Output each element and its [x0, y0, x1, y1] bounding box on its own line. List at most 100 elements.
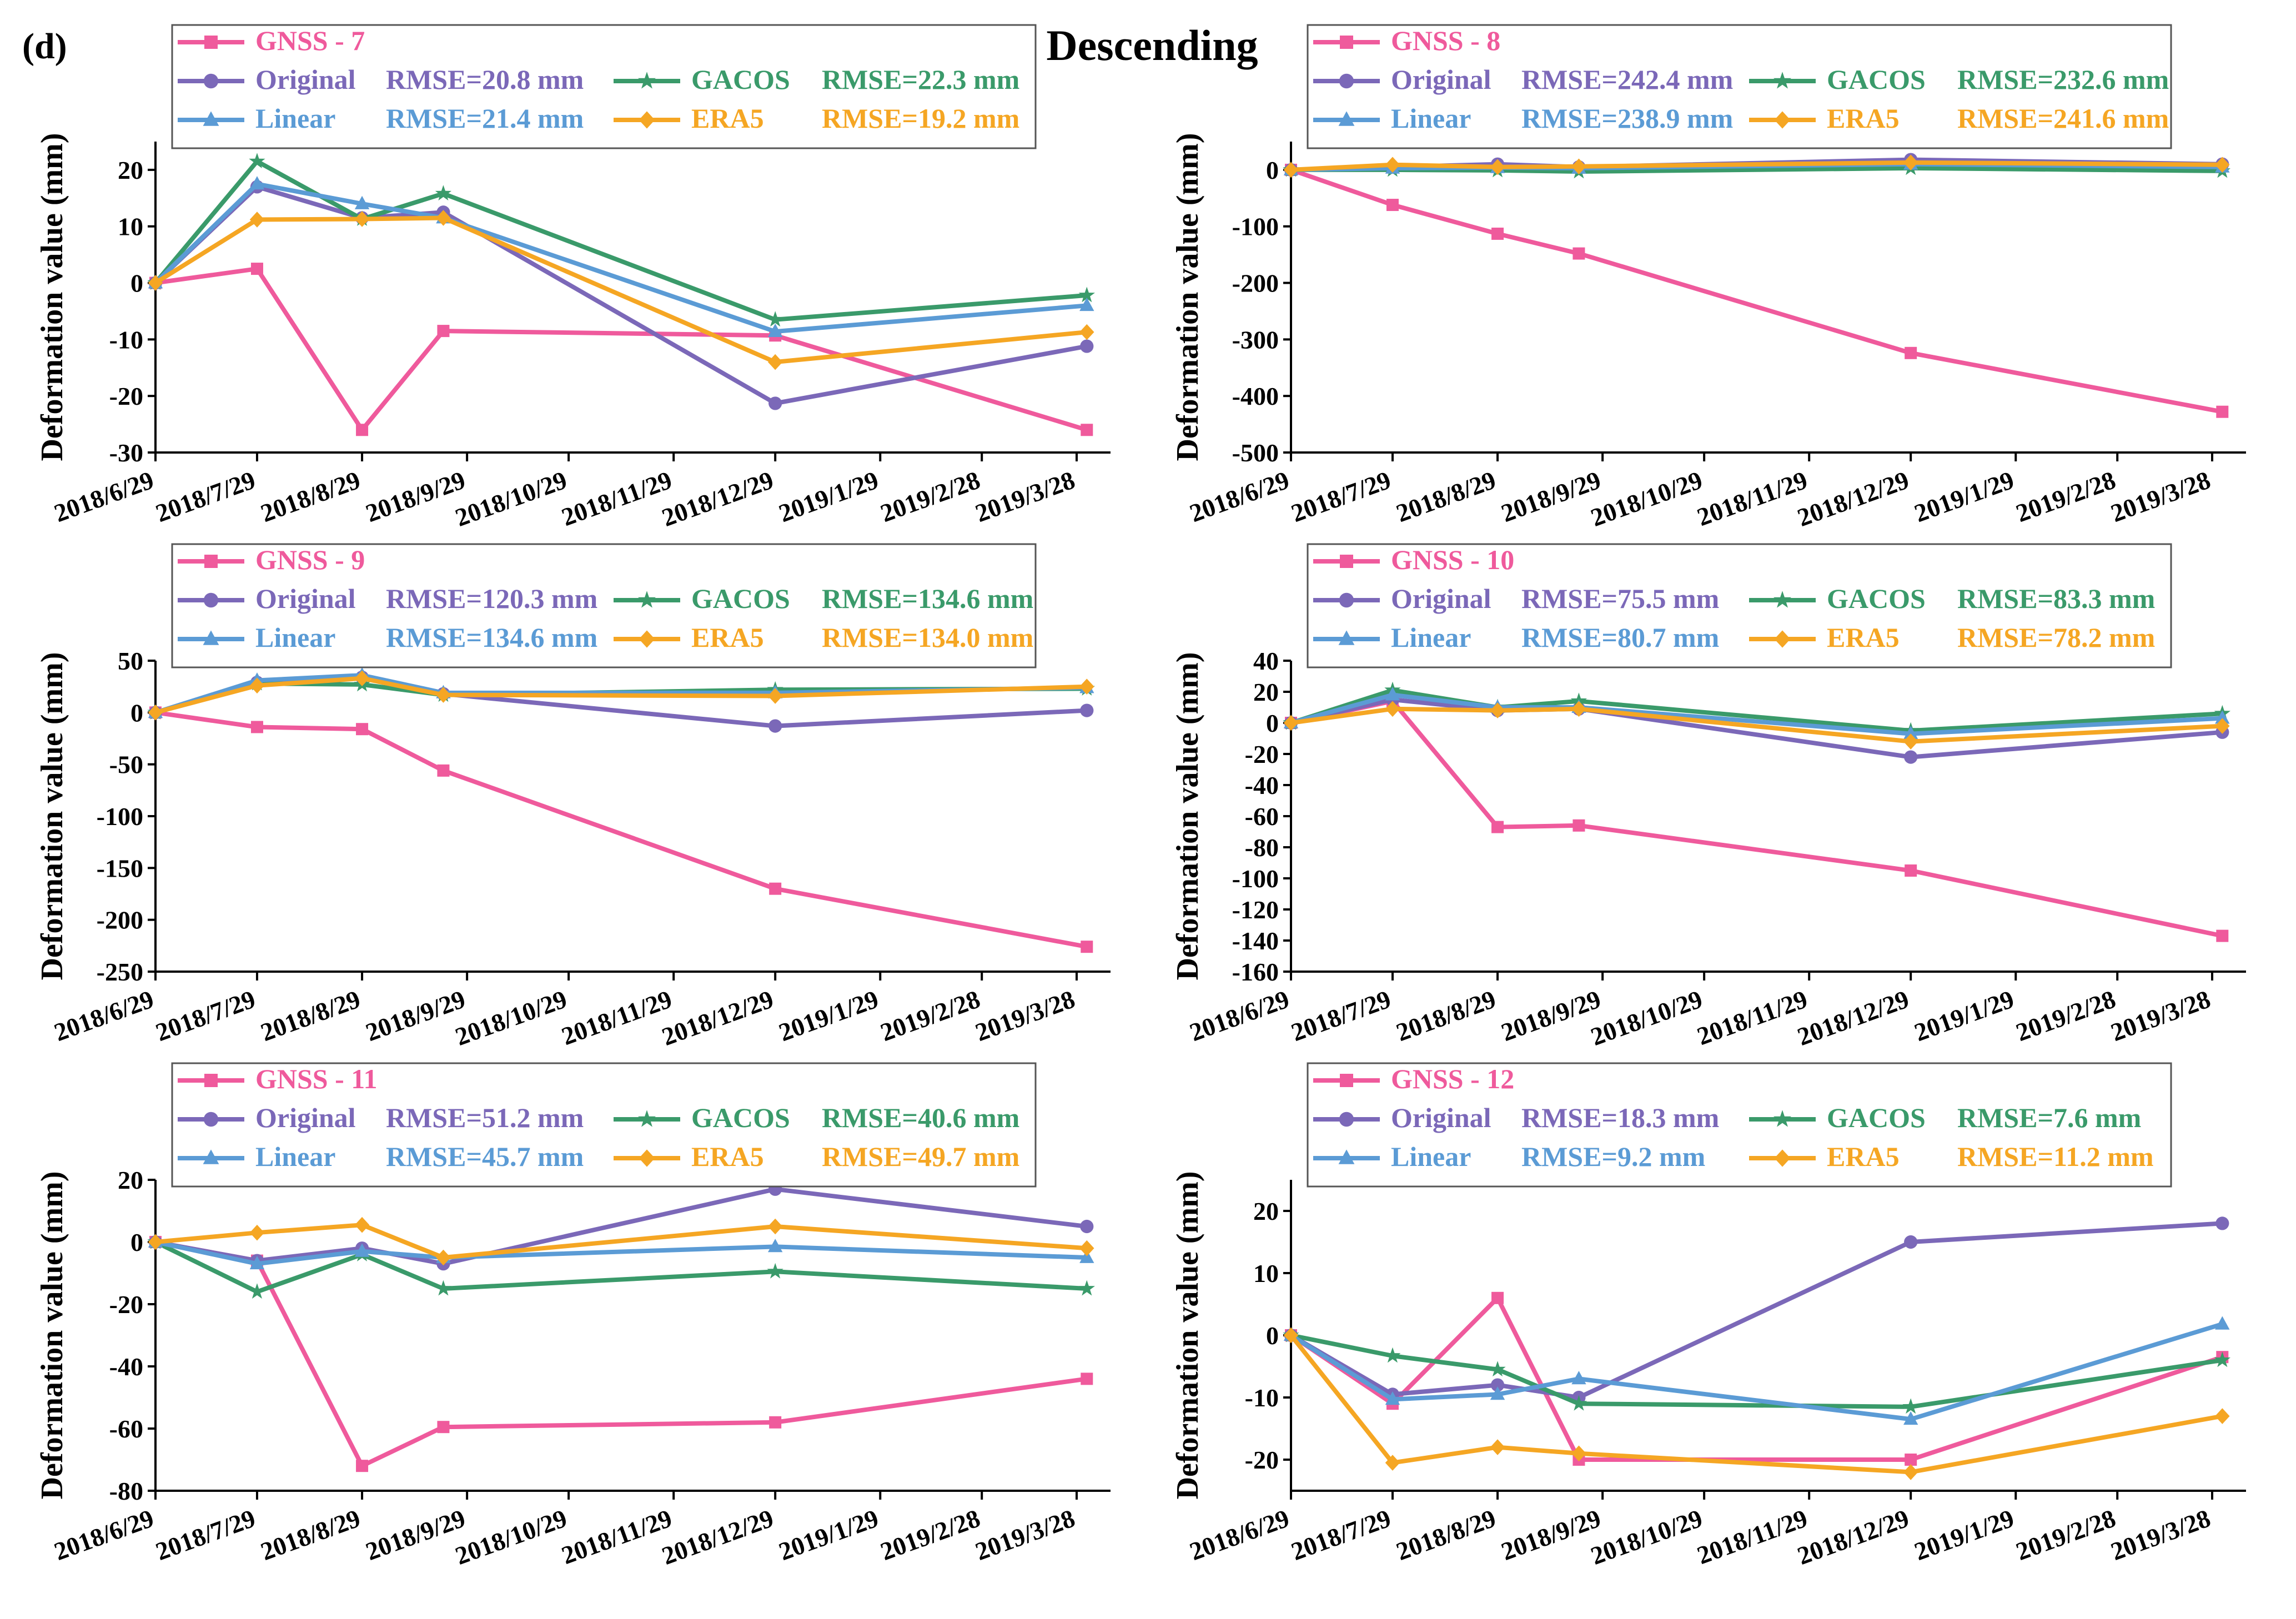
data-point	[1385, 1391, 1400, 1405]
legend-marker-original	[1339, 1112, 1354, 1127]
legend-box	[1307, 543, 2172, 668]
x-tick-label: 2018/11/29	[1694, 465, 1811, 531]
data-point	[1490, 1378, 1505, 1392]
y-axis-label: Deformation value (mm)	[1170, 1171, 1205, 1500]
data-point	[1079, 678, 1094, 695]
legend-marker-original	[203, 1112, 219, 1127]
series-line-gnss	[1290, 168, 2223, 414]
x-tick-label: 2018/7/29	[152, 984, 259, 1047]
series-gnss	[149, 706, 1093, 953]
data-point	[767, 1263, 783, 1279]
legend-rmse-gacos: RMSE=232.6 mm	[1957, 64, 2169, 95]
data-point	[148, 705, 163, 721]
data-point	[354, 1243, 370, 1257]
y-tick-label: -40	[109, 1352, 143, 1381]
y-axis-label: Deformation value (mm)	[1170, 652, 1205, 981]
data-point	[437, 325, 450, 338]
series-line-gacos	[153, 159, 1087, 322]
data-point	[1080, 1219, 1094, 1234]
data-point	[1903, 726, 1918, 740]
data-point	[1490, 1439, 1505, 1455]
series-line-era5	[154, 215, 1087, 365]
legend-rmse-original: RMSE=120.3 mm	[386, 583, 597, 614]
legend-label-era5: ERA5	[1827, 103, 1900, 134]
legend-label-gnss: GNSS - 12	[1391, 1063, 1514, 1094]
series-line-linear	[154, 182, 1087, 334]
data-point	[436, 210, 451, 226]
series-gnss	[149, 263, 1093, 436]
x-tick-label: 2019/1/29	[775, 465, 882, 527]
y-tick-label: -100	[1232, 213, 1279, 241]
data-point	[1490, 1386, 1505, 1400]
x-tick-label: 2018/9/29	[1498, 984, 1605, 1047]
x-tick-label: 2018/7/29	[152, 1504, 259, 1566]
y-tick-label: -10	[1245, 1384, 1279, 1412]
series-line-era5	[154, 676, 1087, 715]
x-tick-label: 2018/12/29	[658, 1504, 777, 1570]
series-era5	[1283, 701, 2230, 750]
x-tick-label: 2019/2/28	[2012, 1504, 2119, 1566]
y-tick-label: -200	[97, 906, 143, 934]
legend-rmse-gacos: RMSE=7.6 mm	[1957, 1102, 2141, 1133]
data-point	[249, 176, 265, 190]
y-tick-label: 10	[118, 213, 143, 241]
data-point	[249, 677, 265, 694]
series-line-linear	[1290, 692, 2223, 736]
series-line-era5	[1290, 706, 2223, 744]
data-point	[1489, 1361, 1506, 1377]
data-point	[2214, 1351, 2230, 1367]
legend-marker-era5	[639, 1149, 655, 1167]
legend-marker-gnss	[1340, 1074, 1353, 1087]
legend-label-gnss: GNSS - 9	[255, 544, 365, 575]
series-original	[1284, 1216, 2229, 1405]
series-original	[148, 1182, 1094, 1271]
legend-marker-gnss	[204, 36, 218, 49]
y-tick-label: 0	[1266, 709, 1279, 737]
x-tick-label: 2018/12/29	[658, 465, 777, 532]
y-tick-label: -60	[109, 1415, 143, 1443]
data-point	[1081, 1372, 1093, 1385]
legend-marker-gnss	[204, 1074, 218, 1087]
data-point	[1081, 424, 1093, 436]
x-tick-label: 2019/1/29	[775, 1504, 882, 1566]
y-tick-label: -200	[1232, 269, 1279, 298]
x-tick-label: 2019/1/29	[1911, 984, 2018, 1047]
legend-marker-era5	[639, 111, 655, 129]
legend-marker-gacos	[638, 72, 656, 89]
legend-marker-era5	[1774, 111, 1791, 129]
legend-label-era5: ERA5	[691, 1141, 764, 1172]
y-tick-label: -30	[109, 439, 143, 467]
y-axis-label: Deformation value (mm)	[1170, 133, 1205, 461]
legend-label-gacos: GACOS	[1827, 1102, 1926, 1133]
y-tick-label: 0	[1266, 1321, 1279, 1350]
x-tick-label: 2018/6/29	[51, 465, 158, 527]
data-point	[1903, 733, 1918, 750]
data-point	[1078, 1280, 1095, 1296]
legend-label-gnss: GNSS - 10	[1391, 544, 1514, 575]
legend-label-linear: Linear	[1391, 622, 1471, 653]
chart-5: -80 -60 -40 -20 0 20 2018/6/292018/7/292018/8/…	[35, 1062, 1111, 1570]
data-point	[354, 195, 370, 209]
figure-title: Descending	[1046, 21, 1258, 69]
y-tick-label: -10	[109, 325, 143, 354]
series-line-gnss	[1289, 1295, 2223, 1462]
x-tick-label: 2018/10/29	[451, 465, 570, 532]
legend-box	[171, 24, 1037, 149]
series-gacos	[147, 153, 1095, 327]
legend-label-original: Original	[255, 1102, 356, 1133]
legend-label-gacos: GACOS	[691, 64, 790, 95]
legend-label-linear: Linear	[255, 622, 335, 653]
x-tick-label: 2018/6/29	[1186, 1504, 1293, 1566]
x-tick-label: 2018/8/29	[1393, 1504, 1500, 1566]
x-tick-label: 2018/8/29	[257, 984, 364, 1047]
x-tick-label: 2019/2/28	[877, 465, 984, 527]
x-tick-label: 2018/12/29	[1793, 1504, 1912, 1570]
data-point	[1283, 715, 1299, 731]
x-tick-label: 2018/8/29	[257, 465, 364, 527]
data-point	[1904, 1235, 1918, 1249]
legend-label-original: Original	[1391, 583, 1491, 614]
data-point	[1283, 162, 1299, 178]
data-point	[1903, 1411, 1918, 1425]
data-point	[768, 719, 782, 733]
x-tick-label: 2019/3/28	[2107, 984, 2214, 1047]
